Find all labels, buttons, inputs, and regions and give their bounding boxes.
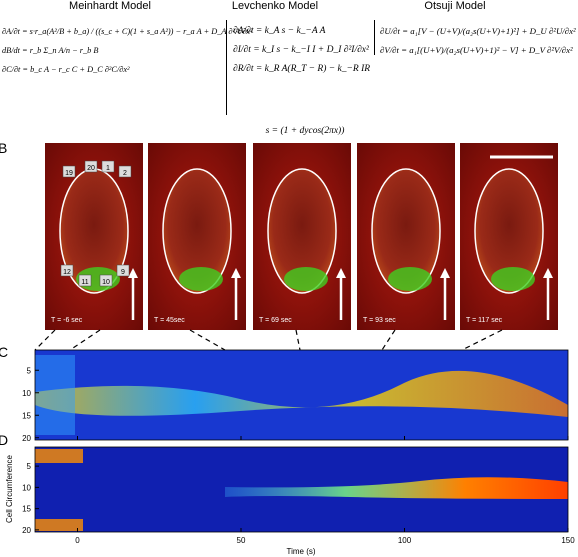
equation-block: ∂A/∂t = k_A s − k_−A A ∂I/∂t = k_I s − k… xyxy=(233,22,370,79)
figure: Meinhardt Model Levchenko Model Otsuji M… xyxy=(0,0,578,557)
segment-label: 1 xyxy=(106,165,110,172)
equation-block: ∂U/∂t = a₁[V − (U+V)/(a₂s(U+V)+1)²] + D_… xyxy=(380,22,576,60)
panel-label: C xyxy=(0,344,8,360)
segment-label: 10 xyxy=(102,279,110,286)
segment-label: 12 xyxy=(63,269,71,276)
cell-front xyxy=(284,267,328,291)
y-tick-label: 5 xyxy=(27,462,32,471)
connector-lines xyxy=(35,330,502,350)
y-tick-label: 20 xyxy=(22,434,31,443)
time-label: T = -6 sec xyxy=(51,317,83,324)
time-label: T = 93 sec xyxy=(363,317,396,324)
equation: ∂U/∂t = a₁[V − (U+V)/(a₂s(U+V)+1)²] + D_… xyxy=(380,22,576,41)
x-axis-label: Time (s) xyxy=(286,547,315,556)
separator xyxy=(226,20,227,115)
y-axis-label: Cell Circumference xyxy=(5,454,14,523)
time-label: T = 45sec xyxy=(154,317,185,324)
equation: ∂R/∂t = k_R A(R_T − R) − k_−R IR xyxy=(233,60,370,79)
heatmap-band xyxy=(35,449,83,463)
y-tick-label: 5 xyxy=(27,366,32,375)
segment-label: 2 xyxy=(123,170,127,177)
segment-label: 20 xyxy=(87,165,95,172)
panel-label: D xyxy=(0,432,8,448)
y-tick-label: 10 xyxy=(22,389,31,398)
cell-front xyxy=(179,267,223,291)
equation-block: ∂A/∂t = s·r_a(A²/B + b_a) / ((s_c + C)(1… xyxy=(2,22,253,79)
panels: B C D T = -6 sec T = 45sec T = 69 sec T = 9… xyxy=(0,137,578,557)
model-title: Meinhardt Model xyxy=(20,0,200,12)
x-tick-label: 100 xyxy=(398,536,412,545)
time-label: T = 117 sec xyxy=(466,317,503,324)
y-tick-label: 20 xyxy=(22,526,31,535)
equation: ∂I/∂t = k_I s − k_−I I + D_I ∂²I/∂x² xyxy=(233,41,370,60)
x-tick-label: 50 xyxy=(237,536,246,545)
cell-front xyxy=(491,267,535,291)
equation: dB/dt = r_b Σ_n A/n − r_b B xyxy=(2,41,253,60)
y-tick-label: 10 xyxy=(22,483,31,492)
equation: ∂A/∂t = s·r_a(A²/B + b_a) / ((s_c + C)(1… xyxy=(2,22,253,41)
cell-front xyxy=(388,267,432,291)
y-tick-label: 15 xyxy=(22,411,31,420)
model-title: Levchenko Model xyxy=(215,0,335,12)
x-tick-label: 150 xyxy=(561,536,575,545)
separator xyxy=(374,20,375,55)
equation: ∂A/∂t = k_A s − k_−A A xyxy=(233,22,370,41)
heatmap-band xyxy=(35,355,75,435)
segment-label: 11 xyxy=(81,279,88,286)
heatmap-band xyxy=(35,519,83,531)
x-tick-label: 0 xyxy=(75,536,80,545)
model-title: Otsuji Model xyxy=(380,0,530,12)
segment-label: 19 xyxy=(65,170,73,177)
segment-label: 9 xyxy=(121,269,125,276)
y-tick-label: 15 xyxy=(22,505,31,514)
time-label: T = 69 sec xyxy=(259,317,292,324)
equation: ∂V/∂t = a₁[(U+V)/(a₂s(U+V)+1)² − V] + D_… xyxy=(380,41,576,60)
panel-label: B xyxy=(0,140,7,156)
equation: ∂C/∂t = b_c A − r_c C + D_C ∂²C/∂x² xyxy=(2,60,253,79)
